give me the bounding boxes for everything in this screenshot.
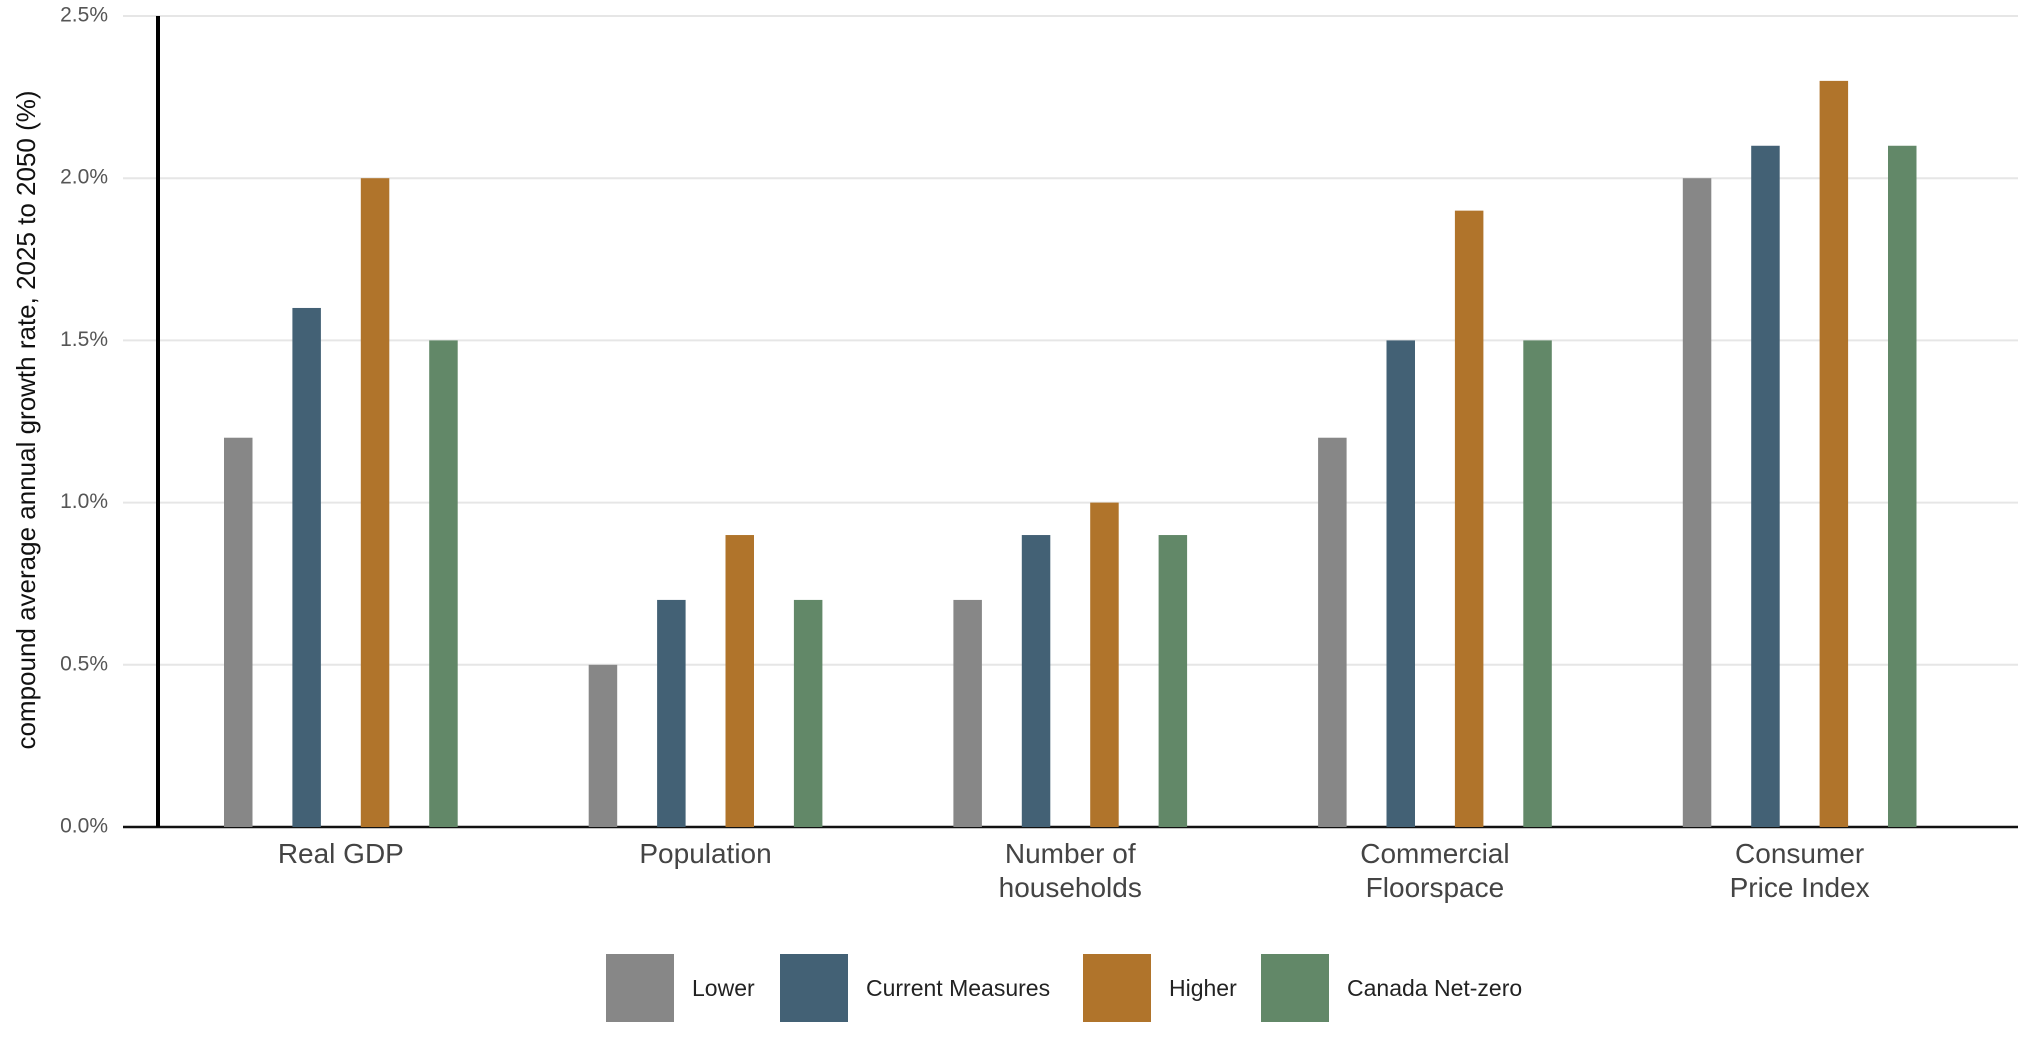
y-tick-label: 0.0% — [60, 815, 108, 838]
bar — [1158, 535, 1188, 827]
legend-swatch — [606, 954, 674, 1022]
x-tick-label: Population — [639, 838, 772, 869]
y-axis-title: compound average annual growth rate, 202… — [11, 90, 41, 749]
bar — [292, 307, 321, 828]
bar — [1819, 80, 1849, 827]
legend-swatch — [780, 954, 848, 1022]
x-tick-label: Commercial Floorspace — [1360, 838, 1510, 903]
bar — [725, 535, 754, 827]
bar — [360, 178, 390, 827]
x-tick-label: Consumer Price Index — [1729, 838, 1870, 903]
x-tick-label: Number of households — [998, 838, 1142, 903]
bar — [1021, 535, 1051, 827]
y-tick-label: 1.0% — [60, 490, 108, 513]
bar — [1454, 210, 1484, 827]
legend-label: Higher — [1169, 975, 1237, 1001]
y-tick-label: 0.5% — [60, 652, 108, 675]
y-tick-label: 2.0% — [60, 166, 108, 189]
bar — [1682, 178, 1712, 827]
legend-label: Current Measures — [866, 975, 1051, 1001]
bar — [429, 340, 458, 827]
legend-label: Canada Net-zero — [1347, 975, 1523, 1001]
bar — [1523, 340, 1552, 827]
legend-label: Lower — [692, 975, 755, 1001]
y-tick-label: 2.5% — [60, 4, 108, 27]
bar — [657, 599, 686, 827]
bar — [793, 599, 823, 827]
bar — [224, 437, 253, 827]
bar — [1318, 437, 1347, 827]
legend-swatch — [1083, 954, 1151, 1022]
x-tick-label: Real GDP — [277, 838, 404, 869]
bar — [1888, 145, 1917, 827]
legend-swatch — [1261, 954, 1329, 1022]
bar — [588, 664, 618, 827]
y-tick-label: 1.5% — [60, 328, 108, 351]
bar — [1090, 502, 1119, 827]
bar — [1386, 340, 1415, 827]
bar — [953, 599, 982, 827]
bar — [1751, 145, 1780, 827]
